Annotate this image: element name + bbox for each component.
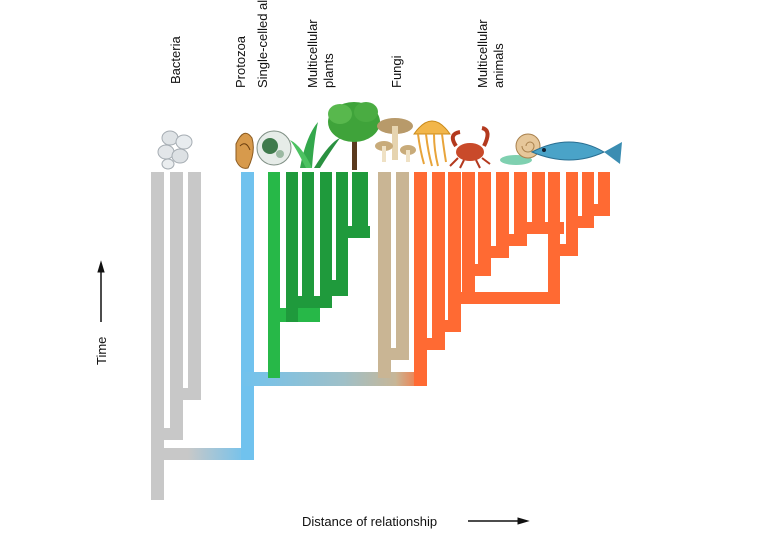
- label-fungi: Fungi: [389, 55, 404, 88]
- label-plants-line1: Multicellular: [305, 19, 320, 88]
- label-animals-line2: animals: [491, 43, 506, 88]
- mushroom-icon: [375, 118, 416, 162]
- label-animals-line1: Multicellular: [475, 19, 490, 88]
- protozoa-branch: [241, 172, 254, 460]
- y-axis-label: Time: [94, 336, 109, 365]
- bacteria-protozoa-link: [188, 448, 248, 460]
- label-bacteria: Bacteria: [168, 36, 183, 84]
- time-arrow-icon: [97, 260, 105, 322]
- fish-icon: [530, 141, 622, 164]
- crab-icon: [449, 126, 491, 169]
- fern-icon: [290, 122, 340, 168]
- tree-icon: [328, 102, 380, 170]
- distance-arrow-icon: [468, 517, 530, 525]
- x-axis-label: Distance of relationship: [302, 514, 438, 529]
- animals-branch: [414, 172, 610, 386]
- snail-icon: [500, 133, 541, 165]
- jellyfish-icon: [413, 120, 451, 167]
- fungi-branch: [378, 172, 409, 378]
- algae-cell-icon: [256, 130, 292, 166]
- plants-branch: [268, 172, 370, 378]
- bacteria-cells-icon: [157, 130, 193, 170]
- bacteria-branch: [151, 172, 201, 500]
- protozoa-icon: [235, 132, 254, 169]
- label-protozoa: Protozoa: [233, 35, 248, 88]
- label-algae: Single-celled algae: [255, 0, 270, 88]
- label-plants-line2: plants: [321, 53, 336, 88]
